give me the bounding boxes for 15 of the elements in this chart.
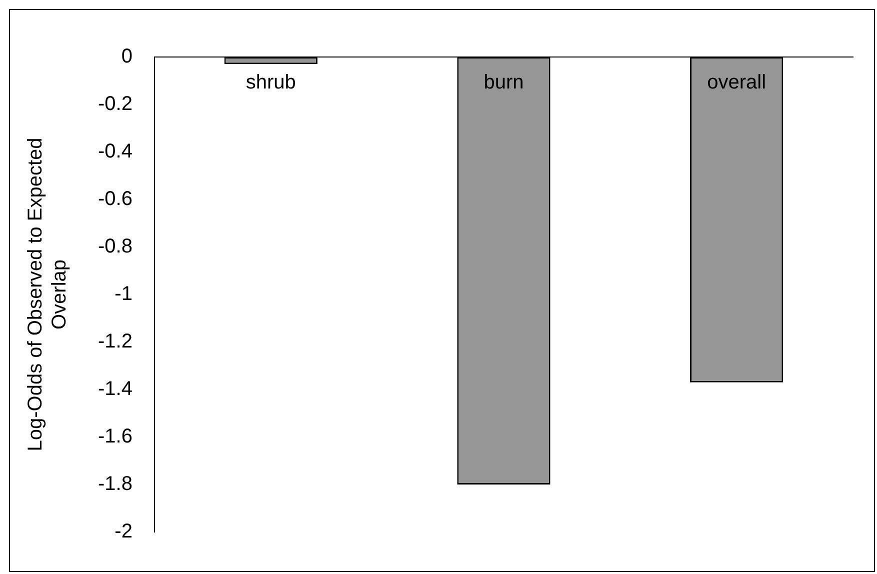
y-axis-title: Log-Odds of Observed to Expected Overlap — [24, 138, 71, 452]
x-tick-label: overall — [707, 72, 766, 94]
y-tick-label: -2 — [114, 520, 132, 543]
y-tick-label: -0.2 — [98, 93, 132, 116]
y-tick-label: -0.6 — [98, 188, 132, 210]
y-tick-label: -1.6 — [98, 426, 132, 448]
y-tick-label: -0.8 — [98, 236, 132, 258]
x-tick-label: burn — [484, 72, 524, 94]
y-tick-label: -1 — [114, 283, 132, 306]
y-tick-label: 0 — [121, 46, 132, 68]
y-tick-label: -0.4 — [98, 140, 132, 163]
y-tick-label: -1.4 — [98, 378, 132, 400]
y-tick-label: -1.8 — [98, 473, 132, 496]
y-tick-label: -1.2 — [98, 330, 132, 353]
x-tick-label: shrub — [246, 72, 296, 94]
